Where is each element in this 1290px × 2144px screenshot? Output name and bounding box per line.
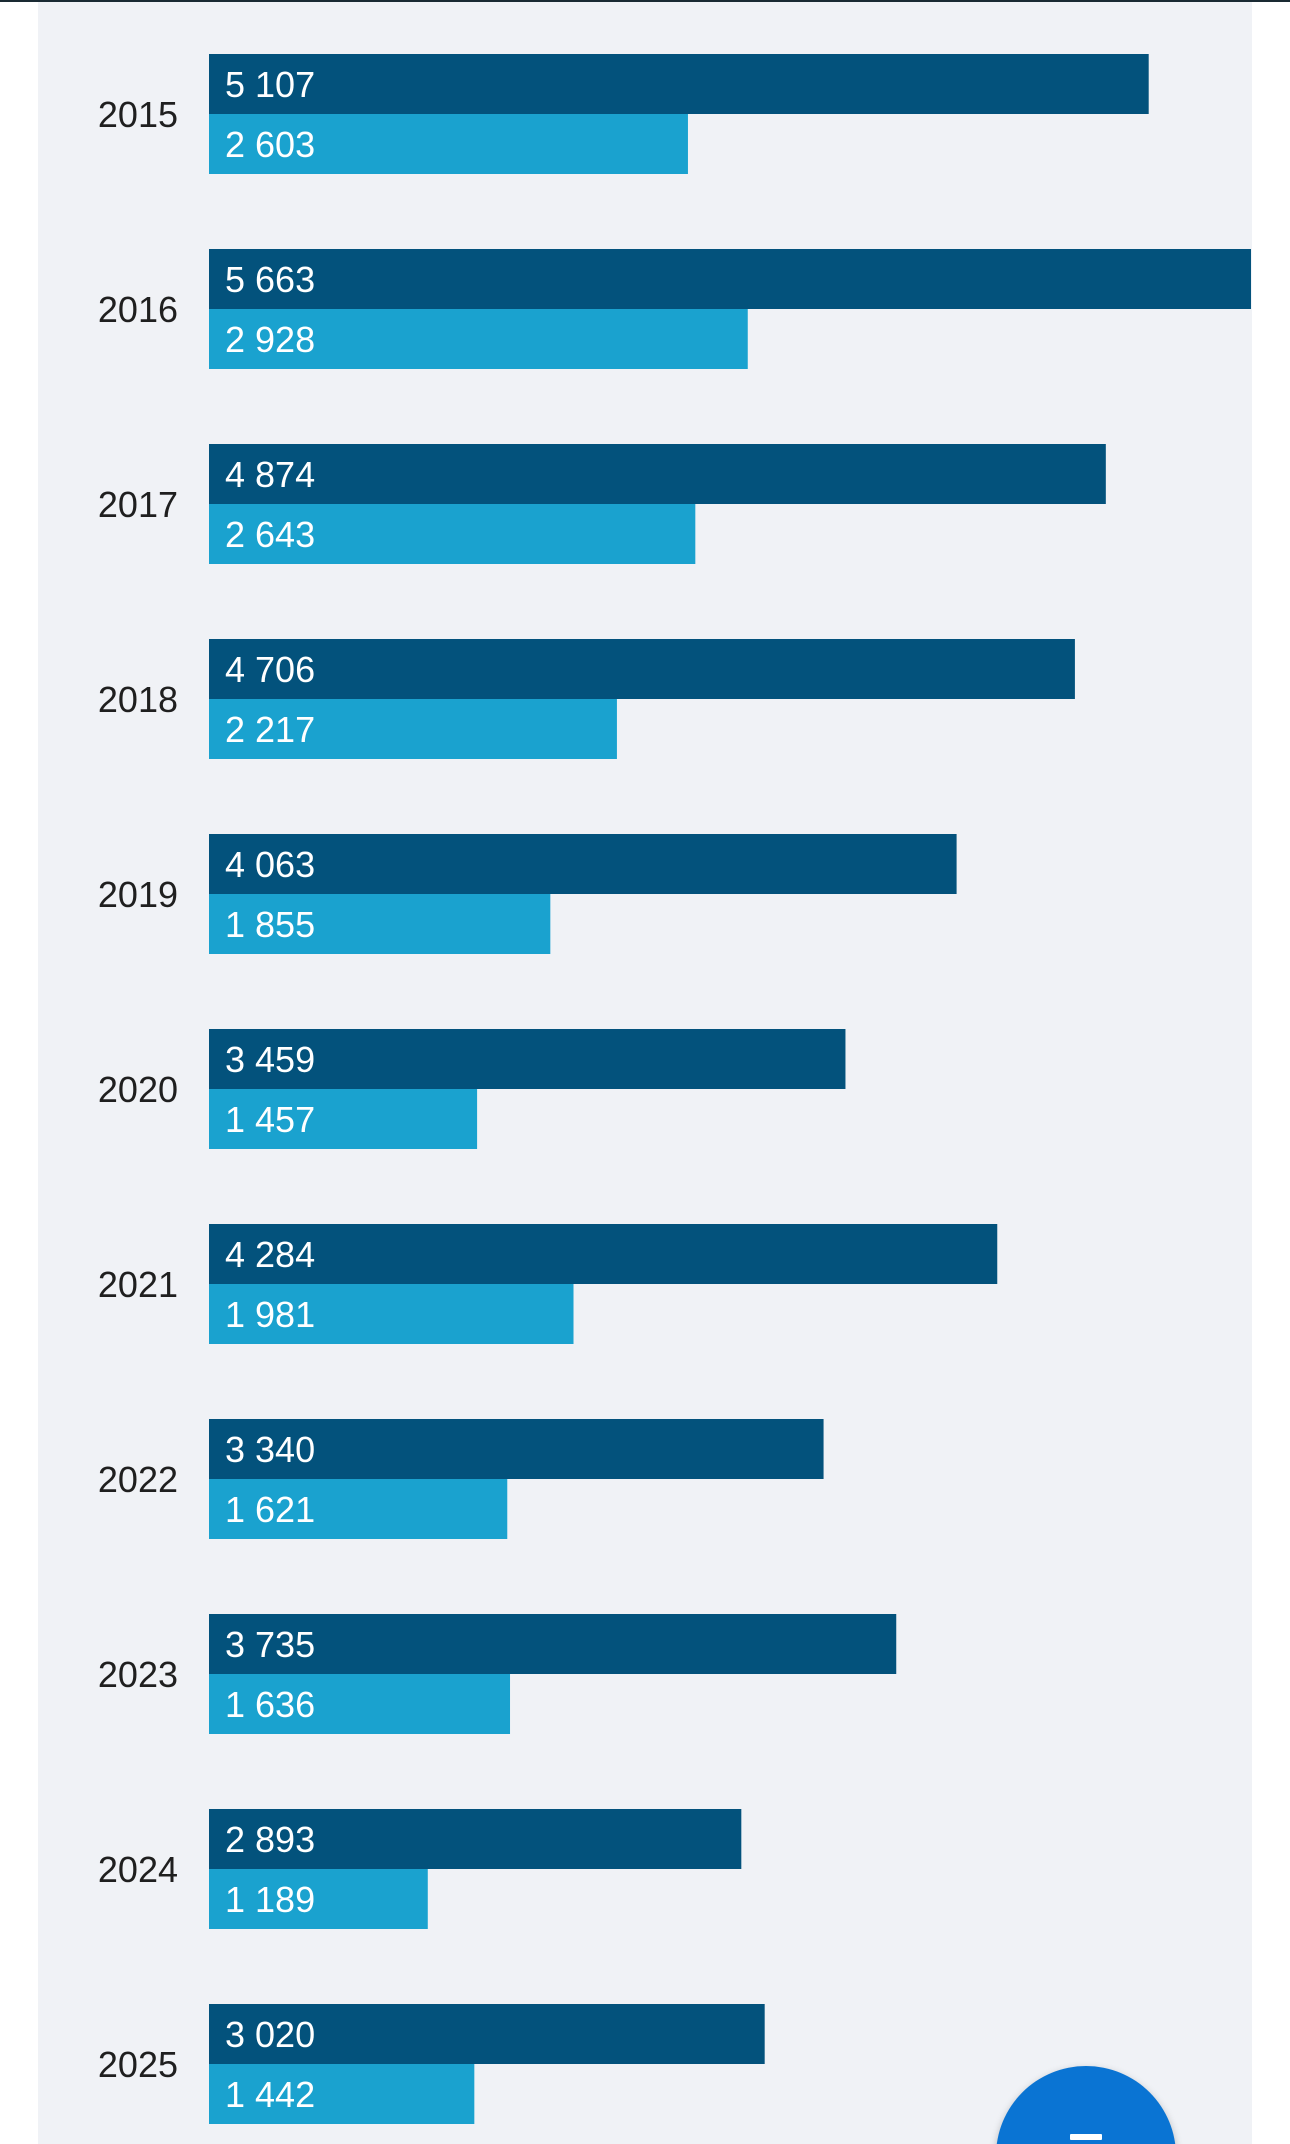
value-label-2024-series-2: 1 189 (225, 1879, 315, 1920)
bar-2025-series-2[interactable] (209, 2064, 475, 2124)
bar-2015-series-2[interactable] (209, 114, 688, 174)
bar-2019-series-1[interactable] (209, 834, 957, 894)
value-label-2019-series-2: 1 855 (225, 904, 315, 945)
bar-2021-series-1[interactable] (209, 1224, 998, 1284)
value-label-2016-series-2: 2 928 (225, 319, 315, 360)
value-label-2021-series-2: 1 981 (225, 1294, 315, 1335)
value-label-2015-series-1: 5 107 (225, 64, 315, 105)
value-label-2024-series-1: 2 893 (225, 1819, 315, 1860)
year-label-2018: 2018 (98, 679, 178, 720)
year-label-2025: 2025 (98, 2044, 178, 2085)
year-label-2024: 2024 (98, 1849, 178, 1890)
value-label-2022-series-2: 1 621 (225, 1489, 315, 1530)
bar-2024-series-1[interactable] (209, 1809, 742, 1869)
bar-2022-series-1[interactable] (209, 1419, 824, 1479)
bar-2020-series-2[interactable] (209, 1089, 478, 1149)
bar-2017-series-2[interactable] (209, 504, 696, 564)
value-label-2023-series-2: 1 636 (225, 1684, 315, 1725)
bar-2017-series-1[interactable] (209, 444, 1106, 504)
bar-2023-series-2[interactable] (209, 1674, 511, 1734)
value-label-2016-series-1: 5 663 (225, 259, 315, 300)
bar-2015-series-1[interactable] (209, 54, 1149, 114)
bar-2018-series-1[interactable] (209, 639, 1075, 699)
value-label-2018-series-1: 4 706 (225, 649, 315, 690)
value-label-2020-series-1: 3 459 (225, 1039, 315, 1080)
value-label-2019-series-1: 4 063 (225, 844, 315, 885)
value-label-2015-series-2: 2 603 (225, 124, 315, 165)
bar-2023-series-1[interactable] (209, 1614, 897, 1674)
value-label-2023-series-1: 3 735 (225, 1624, 315, 1665)
value-label-2021-series-1: 4 284 (225, 1234, 315, 1275)
value-label-2025-series-2: 1 442 (225, 2074, 315, 2115)
bar-2018-series-2[interactable] (209, 699, 617, 759)
year-label-2022: 2022 (98, 1459, 178, 1500)
value-label-2018-series-2: 2 217 (225, 709, 315, 750)
value-label-2017-series-2: 2 643 (225, 514, 315, 555)
value-label-2022-series-1: 3 340 (225, 1429, 315, 1470)
menu-icon (1059, 2134, 1113, 2144)
year-label-2020: 2020 (98, 1069, 178, 1110)
bar-2022-series-2[interactable] (209, 1479, 508, 1539)
year-label-2015: 2015 (98, 94, 178, 135)
bar-2021-series-2[interactable] (209, 1284, 574, 1344)
year-label-2019: 2019 (98, 874, 178, 915)
bar-2024-series-2[interactable] (209, 1869, 428, 1929)
bar-2016-series-1[interactable] (209, 249, 1251, 309)
bar-2016-series-2[interactable] (209, 309, 748, 369)
bar-2019-series-2[interactable] (209, 894, 551, 954)
bar-2025-series-1[interactable] (209, 2004, 765, 2064)
year-label-2021: 2021 (98, 1264, 178, 1305)
value-label-2020-series-2: 1 457 (225, 1099, 315, 1140)
year-label-2017: 2017 (98, 484, 178, 525)
year-label-2023: 2023 (98, 1654, 178, 1695)
year-label-2016: 2016 (98, 289, 178, 330)
bar-2020-series-1[interactable] (209, 1029, 846, 1089)
top-divider (0, 0, 1290, 2)
value-label-2017-series-1: 4 874 (225, 454, 315, 495)
value-label-2025-series-1: 3 020 (225, 2014, 315, 2055)
